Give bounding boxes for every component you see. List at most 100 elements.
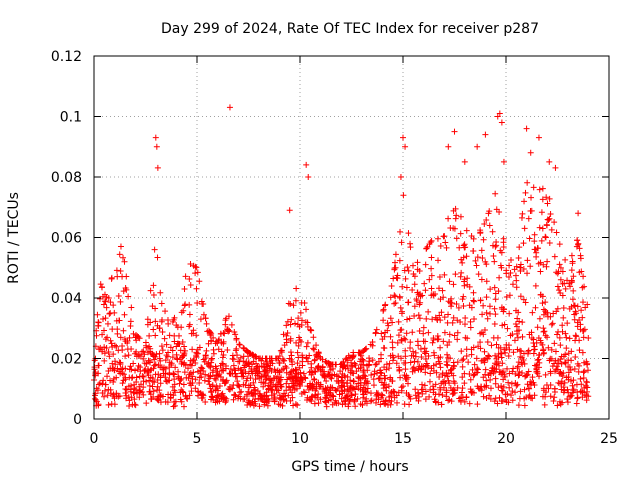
data-point [421,348,428,355]
data-point [508,380,515,387]
data-point [518,359,525,366]
data-point [379,392,386,399]
data-point [107,377,114,384]
data-point [566,335,573,342]
data-point [542,371,549,378]
data-point [559,373,566,380]
data-point [152,371,159,378]
data-point [278,374,285,381]
data-point [414,266,421,273]
data-point [236,389,243,396]
data-point [527,207,534,214]
data-point [448,295,455,302]
data-point [546,195,553,202]
data-point [308,327,315,334]
data-point [583,392,590,399]
data-point [304,358,311,365]
data-point [381,364,388,371]
data-point [149,375,156,382]
data-point [519,333,526,340]
data-point [585,335,592,342]
x-tick-label: 25 [600,431,618,447]
data-point [149,303,156,310]
data-point [107,299,114,306]
data-point [402,353,409,360]
data-point [146,388,153,395]
data-point [209,369,216,376]
data-point [405,299,412,306]
data-point [417,345,424,352]
data-point [576,347,583,354]
data-point [449,319,456,326]
data-point [481,326,488,333]
data-point [297,309,304,316]
data-point [399,283,406,290]
data-point [217,374,224,381]
data-point [140,378,147,385]
data-point [575,240,582,247]
data-point [450,281,457,288]
data-point [552,348,559,355]
data-point [266,377,273,384]
data-point [444,319,451,326]
x-tick-label: 5 [193,431,202,447]
data-point [548,321,555,328]
data-point [346,397,353,404]
data-point [498,119,505,126]
data-point [251,365,258,372]
data-point [393,399,400,406]
data-point [152,332,159,339]
data-point [438,401,445,408]
data-point [529,309,536,316]
data-point [541,328,548,335]
data-point [451,225,458,232]
data-point [154,254,161,261]
data-point [509,397,516,404]
data-point [405,267,412,274]
data-point [483,217,490,224]
data-point [555,379,562,386]
data-point [483,309,490,316]
data-point [297,374,304,381]
data-point [321,373,328,380]
data-point [223,397,230,404]
data-point [548,346,555,353]
data-point [199,365,206,372]
data-point [552,357,559,364]
data-point [188,362,195,369]
data-point [465,359,472,366]
data-point [152,361,159,368]
data-point [104,392,111,399]
data-point [553,229,560,236]
data-point [171,381,178,388]
data-point [496,369,503,376]
data-point [200,356,207,363]
data-point [554,331,561,338]
data-point [487,385,494,392]
data-point [525,385,532,392]
data-point [491,320,498,327]
data-point [524,270,531,277]
data-point [220,367,227,374]
data-point [542,233,549,240]
data-point [423,315,430,322]
data-point [435,358,442,365]
data-point [382,384,389,391]
data-point [301,389,308,396]
data-point [526,392,533,399]
data-point [405,230,412,237]
data-point [245,359,252,366]
data-point [517,353,524,360]
data-point [123,392,130,399]
data-point [298,390,305,397]
data-point [122,376,129,383]
data-point [378,391,385,398]
data-point [531,238,538,245]
y-tick-label: 0.02 [51,352,82,368]
data-point [146,343,153,350]
data-point [450,390,457,397]
data-point [354,395,361,402]
data-point [117,267,124,274]
data-point [503,267,510,274]
data-point [494,400,501,407]
